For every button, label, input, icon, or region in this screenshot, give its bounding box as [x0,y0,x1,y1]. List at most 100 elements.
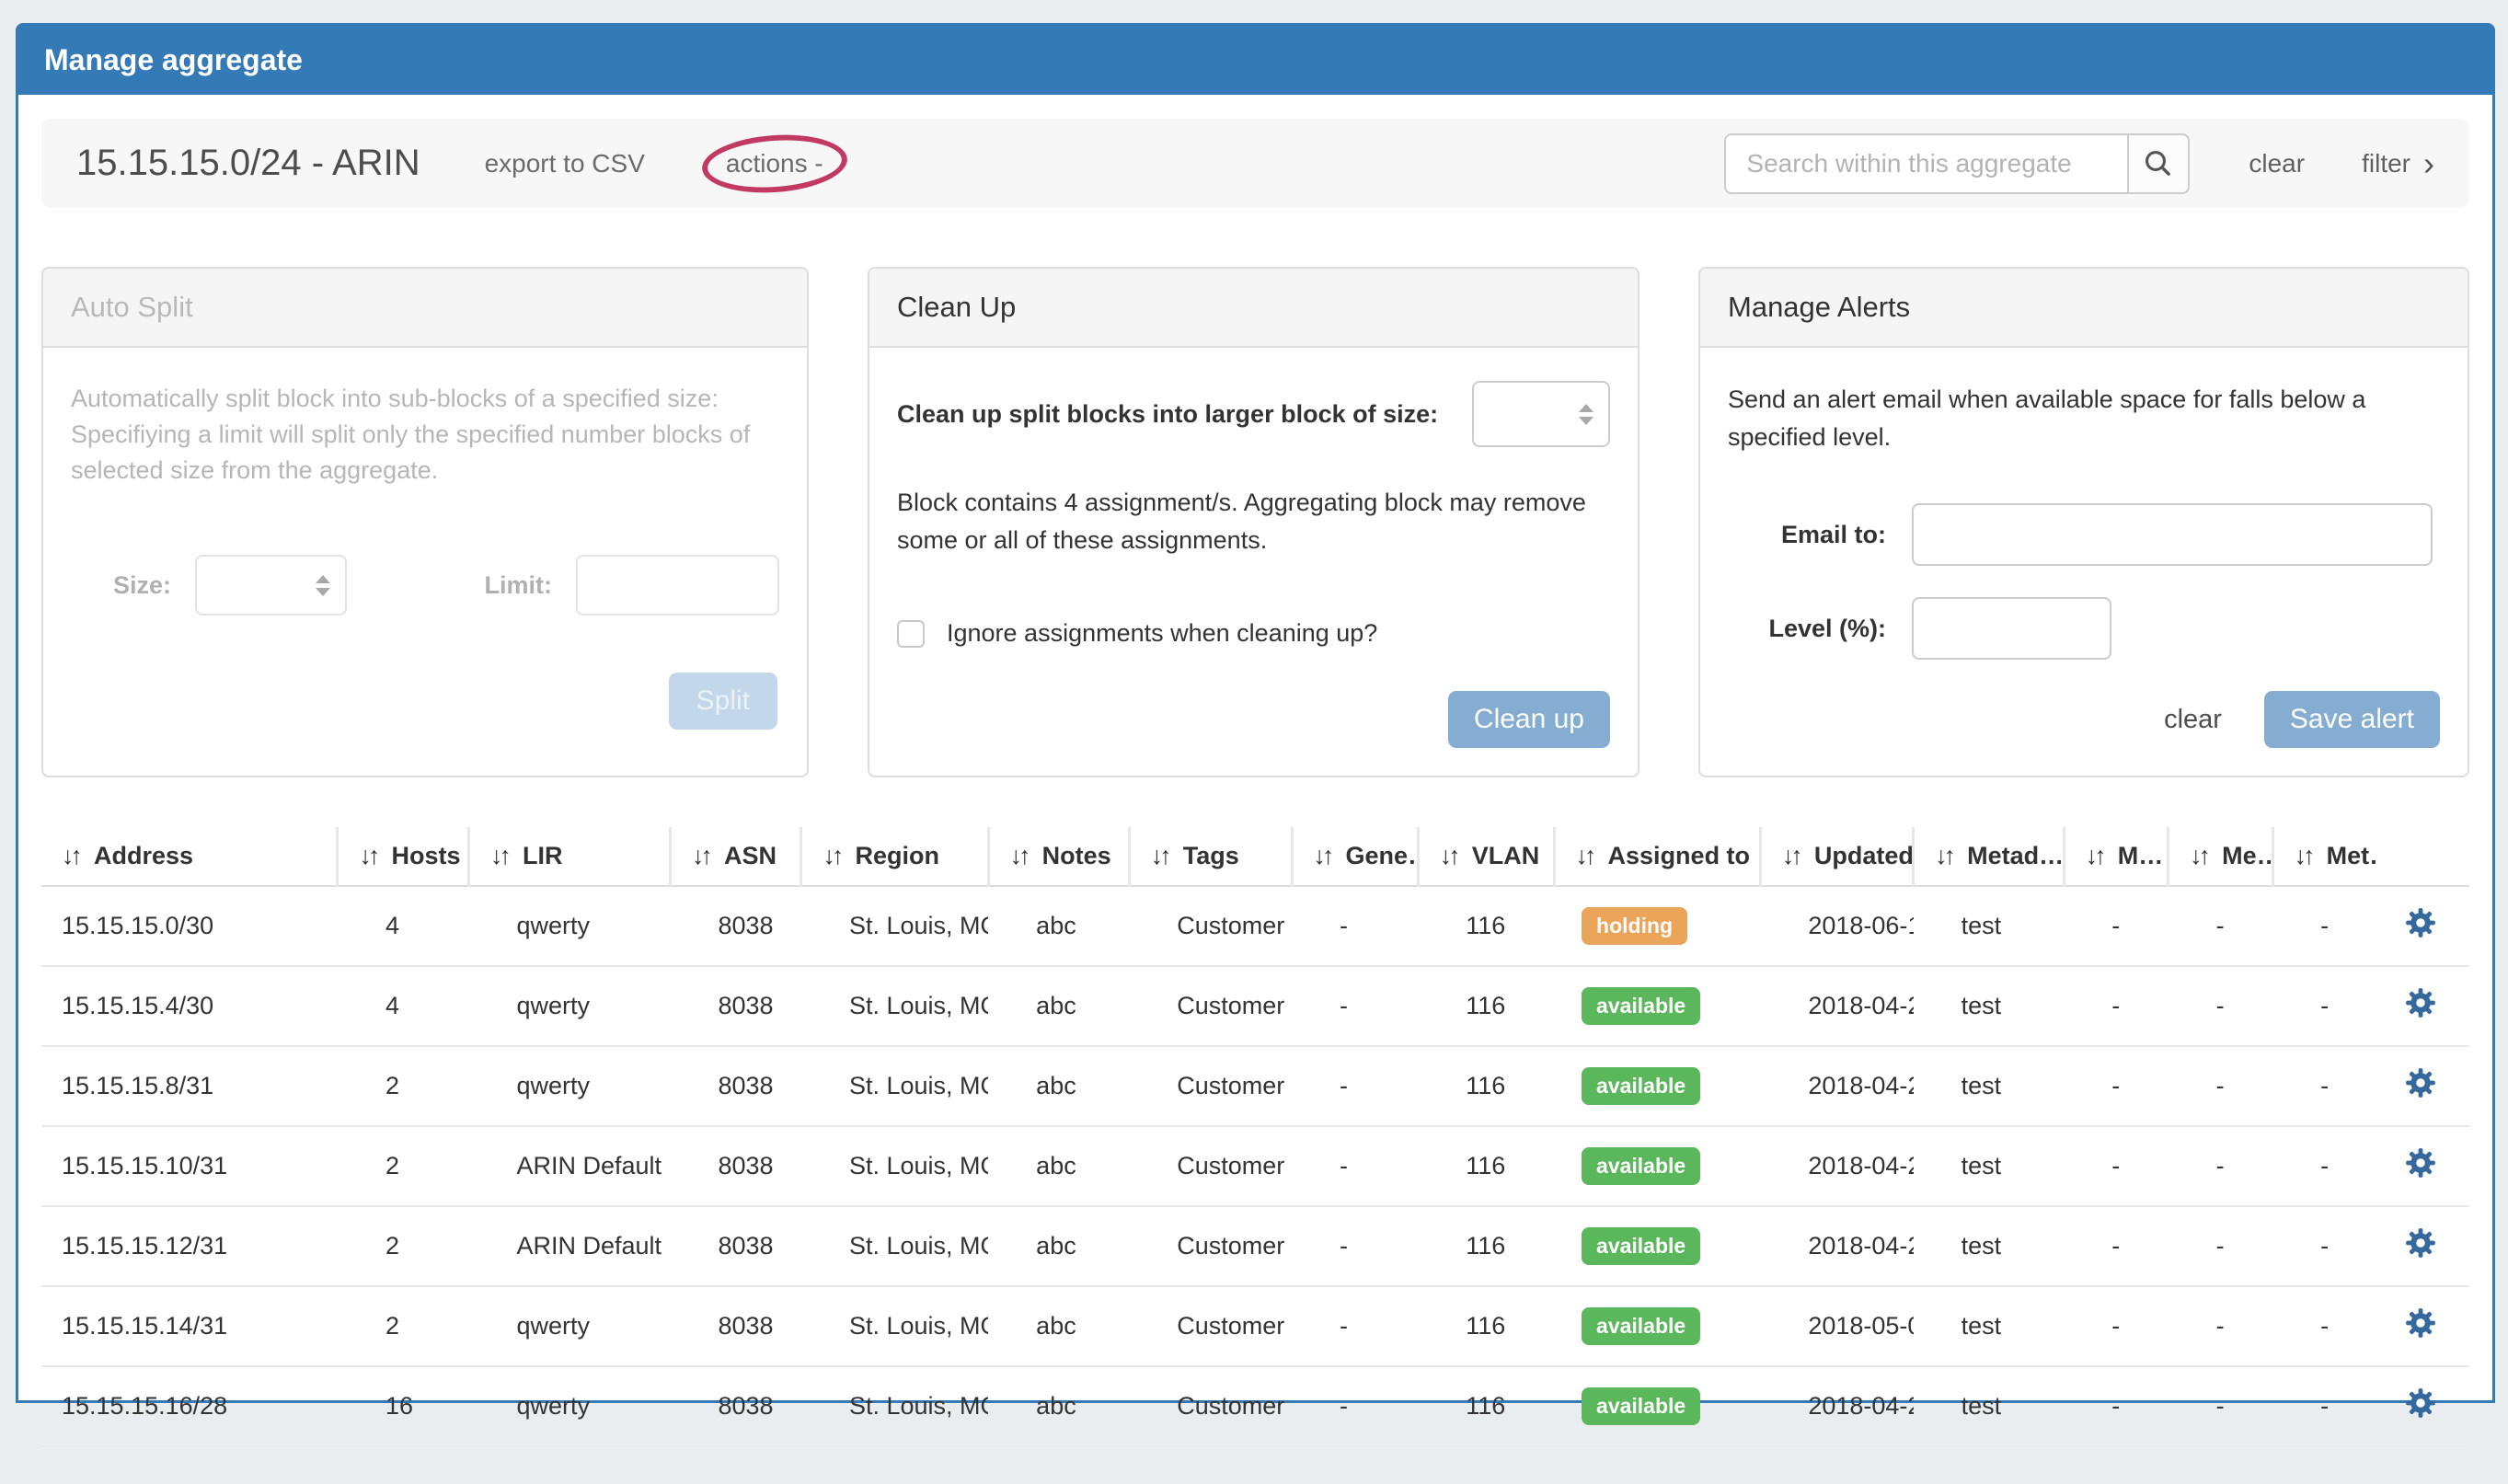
cell-tags: Customer [1129,1205,1293,1286]
email-to-input[interactable] [1912,503,2433,566]
limit-input[interactable] [576,555,779,616]
gear-icon[interactable] [2403,905,2438,940]
column-header-me[interactable]: ↓↑Me… [2167,827,2273,887]
gear-icon[interactable] [2403,1065,2438,1100]
column-header-m[interactable]: ↓↑ M… [2062,827,2169,887]
auto-split-body: Automatically split block into sub-block… [43,348,807,776]
cell-tags: Customer [1129,1365,1293,1447]
auto-split-description: Automatically split block into sub-block… [71,385,751,485]
column-header-actions [2376,827,2469,887]
cell-region: St. Louis, MO [800,1125,989,1206]
cell-lir: qwerty [516,912,590,939]
table-body: 15.15.15.0/30 4 qwerty 8038 St. Louis, MO abc… [41,886,2469,1447]
column-header-met[interactable]: ↓↑Met… [2271,827,2377,887]
cell-metadata: test [1913,1125,2065,1206]
cell-m1: - [2064,965,2169,1046]
column-header-asn[interactable]: ↓↑ ASN [668,827,801,887]
clean-up-body: Clean up split blocks into larger block … [869,348,1638,776]
clean-up-button[interactable]: Clean up [1447,691,1610,748]
column-header-region[interactable]: ↓↑ Region [800,827,989,887]
search-input[interactable] [1724,132,2128,194]
column-header-assigned-to[interactable]: ↓↑ Assigned to [1552,827,1761,887]
alerts-clear-link[interactable]: clear [2164,704,2222,734]
actions-dropdown[interactable]: actions - [725,148,823,178]
table-row: 15.15.15.4/30 4 qwerty 8038 St. Louis, MO abc… [41,965,2469,1046]
column-header-vlan[interactable]: ↓↑ VLAN [1416,827,1555,887]
cell-m2: - [2215,912,2225,939]
gear-icon[interactable] [2403,1306,2438,1340]
status-badge: available [1582,1387,1701,1425]
column-header-gene[interactable]: ↓↑Gene… [1290,827,1419,887]
row-settings-cell [2376,1205,2469,1286]
cell-m2: - [2168,1125,2273,1206]
manage-alerts-description: Send an alert email when available space… [1728,385,2366,451]
sort-icon: ↓↑ [1009,842,1031,869]
cell-metadata: test [1913,1045,2065,1126]
cell-m2: - [2168,1045,2273,1126]
cell-m1: - [2064,1045,2169,1126]
column-header-address[interactable]: ↓↑ Address [41,827,338,887]
cell-asn: 8038 [670,1045,801,1126]
clean-up-size-select[interactable] [1472,381,1610,447]
cell-tags: Customer [1129,1125,1293,1206]
row-settings-cell [2376,1365,2469,1447]
cell-address: 15.15.15.12/31 [41,1205,338,1286]
size-select[interactable] [195,555,347,616]
manage-alerts-title: Manage Alerts [1700,269,2468,348]
cell-notes: abc [988,965,1130,1046]
gear-icon[interactable] [2403,1225,2438,1260]
cell-m1: - [2064,1205,2169,1286]
cell-m1: - [2064,1365,2169,1447]
clean-up-warning: Block contains 4 assignment/s. Aggregati… [897,489,1586,554]
sort-icon: ↓↑ [2085,842,2107,869]
sort-icon: ↓↑ [1781,842,1803,869]
cell-address: 15.15.15.10/31 [41,1125,338,1206]
clean-up-size-label: Clean up split blocks into larger block … [897,399,1439,428]
cell-tags: Customer [1177,912,1285,939]
table-row: 15.15.15.16/28 16 qwerty 8038 St. Louis, MO a… [41,1365,2469,1447]
gear-icon[interactable] [2403,1386,2438,1421]
column-header-lir[interactable]: ↓↑ LIR [466,827,671,887]
cell-m1: - [2111,912,2121,939]
column-header-metad[interactable]: ↓↑ Metad… [1912,827,2065,887]
cell-metadata: test [1913,1205,2065,1286]
cell-assigned_to: available [1554,965,1761,1046]
row-settings-cell [2376,1045,2469,1126]
cell-address: 15.15.15.8/31 [41,1045,338,1126]
level-input[interactable] [1912,597,2111,660]
save-alert-button[interactable]: Save alert [2263,691,2440,748]
status-badge: holding [1582,907,1688,945]
search-button[interactable] [2127,132,2191,194]
gear-icon[interactable] [2403,985,2438,1020]
clear-search-link[interactable]: clear [2249,148,2306,178]
auto-split-actions: Split [71,673,779,730]
row-settings-cell [2376,965,2469,1046]
cell-generic: - [1292,1205,1419,1286]
clean-up-title: Clean Up [869,269,1638,348]
limit-label: Limit: [484,570,553,599]
export-to-csv-link[interactable]: export to CSV [484,148,645,178]
gear-icon[interactable] [2403,1145,2438,1180]
cell-notes: abc [988,1045,1130,1126]
filter-link[interactable]: filter › [2362,146,2434,180]
column-header-hosts[interactable]: ↓↑ Hosts [336,827,469,887]
column-header-updated[interactable]: ↓↑ Updated [1758,827,1914,887]
sort-icon: ↓↑ [2294,842,2316,869]
cell-notes: abc [988,1205,1130,1286]
select-caret-icon [1579,404,1593,425]
cell-m3: - [2272,1045,2377,1126]
table-header-row: ↓↑ Address ↓↑ Hosts ↓↑ LIR ↓↑ ASN ↓↑ Region ↓↑ Note… [41,827,2469,887]
cell-hosts: 4 [337,965,469,1046]
column-header-notes[interactable]: ↓↑ Notes [986,827,1130,887]
ignore-assignments-checkbox[interactable] [897,619,925,648]
cell-region: St. Louis, MO [800,1205,989,1286]
column-header-tags[interactable]: ↓↑ Tags [1127,827,1293,887]
cell-address: 15.15.15.16/28 [41,1365,338,1447]
status-badge: available [1582,1067,1701,1105]
level-label: Level (%): [1768,614,1886,642]
clean-up-card: Clean Up Clean up split blocks into larg… [868,267,1639,777]
sort-icon: ↓↑ [1313,842,1335,869]
split-button[interactable]: Split [668,673,777,730]
row-settings-cell [2376,1125,2469,1206]
